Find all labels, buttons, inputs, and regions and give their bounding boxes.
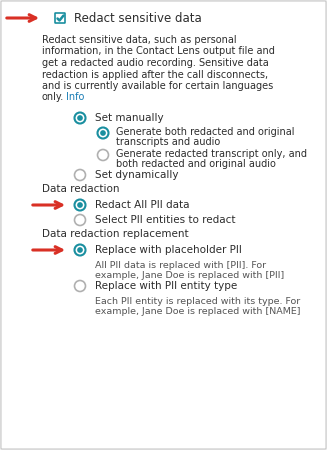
Text: Data redaction replacement: Data redaction replacement	[42, 229, 189, 239]
Circle shape	[77, 247, 83, 253]
Circle shape	[75, 280, 85, 292]
Text: transcripts and audio: transcripts and audio	[116, 137, 220, 147]
Text: Set dynamically: Set dynamically	[95, 170, 179, 180]
Circle shape	[75, 170, 85, 180]
Text: Each PII entity is replaced with its type. For: Each PII entity is replaced with its typ…	[95, 297, 300, 306]
Text: Replace with PII entity type: Replace with PII entity type	[95, 281, 237, 291]
Circle shape	[77, 115, 83, 121]
Circle shape	[97, 127, 109, 139]
Text: Redact sensitive data: Redact sensitive data	[74, 12, 202, 24]
Text: Set manually: Set manually	[95, 113, 164, 123]
Text: Select PII entities to redact: Select PII entities to redact	[95, 215, 235, 225]
Text: Generate both redacted and original: Generate both redacted and original	[116, 127, 295, 137]
Text: Redact sensitive data, such as personal: Redact sensitive data, such as personal	[42, 35, 237, 45]
Text: information, in the Contact Lens output file and: information, in the Contact Lens output …	[42, 46, 275, 57]
Text: and is currently available for certain languages: and is currently available for certain l…	[42, 81, 273, 91]
Text: both redacted and original audio: both redacted and original audio	[116, 159, 276, 169]
Circle shape	[97, 149, 109, 161]
Text: Data redaction: Data redaction	[42, 184, 119, 194]
Text: only.: only.	[42, 93, 64, 103]
Text: Replace with placeholder PII: Replace with placeholder PII	[95, 245, 242, 255]
Circle shape	[75, 244, 85, 256]
Text: All PII data is replaced with [PII]. For: All PII data is replaced with [PII]. For	[95, 261, 266, 270]
Circle shape	[75, 199, 85, 211]
Text: Redact All PII data: Redact All PII data	[95, 200, 190, 210]
Circle shape	[77, 202, 83, 208]
Text: example, Jane Doe is replaced with [PII]: example, Jane Doe is replaced with [PII]	[95, 271, 284, 280]
Text: get a redacted audio recording. Sensitive data: get a redacted audio recording. Sensitiv…	[42, 58, 269, 68]
Circle shape	[75, 215, 85, 225]
FancyBboxPatch shape	[55, 13, 65, 23]
Circle shape	[75, 112, 85, 123]
Text: redaction is applied after the call disconnects,: redaction is applied after the call disc…	[42, 69, 268, 80]
Text: example, Jane Doe is replaced with [NAME]: example, Jane Doe is replaced with [NAME…	[95, 307, 301, 316]
Text: Info: Info	[66, 93, 84, 103]
Circle shape	[100, 130, 106, 136]
Text: Generate redacted transcript only, and: Generate redacted transcript only, and	[116, 149, 307, 159]
